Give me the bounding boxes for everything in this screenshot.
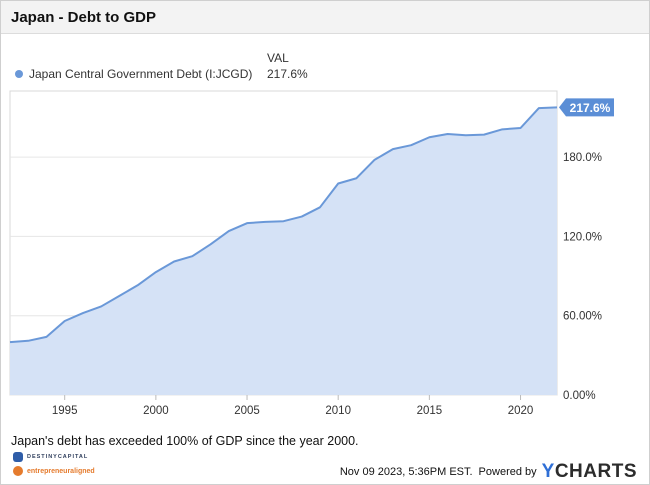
last-value-label: 217.6% [570,101,611,115]
legend-entry[interactable]: Japan Central Government Debt (I:JCGD) 2… [15,67,308,81]
legend-column-label: VAL [267,51,289,65]
logo-line-1: DESTINYCAPITAL [27,454,89,460]
x-tick-label: 1995 [52,405,78,417]
ycharts-logo-rest: CHARTS [554,461,637,482]
x-tick-label: 2000 [143,405,169,417]
y-tick-label: 180.0% [563,152,602,164]
logo-line-2: entrepreneuraligned [27,467,95,475]
timestamp: Nov 09 2023, 5:36PM EST. [339,466,473,478]
powered-by-label: Powered by [478,466,537,478]
legend-series-value: 217.6% [267,67,308,81]
chart-caption: Japan's debt has exceeded 100% of GDP si… [11,434,359,448]
x-tick-label: 2020 [508,405,534,417]
last-value-badge [559,98,614,117]
series-area [10,107,557,396]
ycharts-logo-initial: Y [541,461,555,482]
destiny-mark-icon [13,452,23,462]
x-tick-label: 2015 [417,405,443,417]
y-tick-label: 60.00% [563,311,602,323]
legend-series-name: Japan Central Government Debt (I:JCGD) [29,67,253,81]
entrepreneur-mark-icon [13,466,23,476]
series-line [9,106,558,344]
title-bar: Japan - Debt to GDP [1,1,649,34]
y-tick-label: 120.0% [563,231,602,243]
destiny-capital-logo: DESTINYCAPITAL entrepreneuraligned [13,450,133,480]
x-tick-label: 2005 [234,405,260,417]
area-chart: 0.00% 60.00% 120.0% 180.0% 1995 2000 2005 2010 2… [9,90,614,417]
footer: Nov 09 2023, 5:36PM EST. Powered by YCHA… [340,461,637,483]
legend-dot-icon [15,70,23,78]
ycharts-logo[interactable]: YCHARTS [542,461,637,483]
chart-title: Japan - Debt to GDP [11,9,157,26]
x-tick-label: 2010 [325,405,351,417]
y-tick-label: 0.00% [563,390,596,402]
